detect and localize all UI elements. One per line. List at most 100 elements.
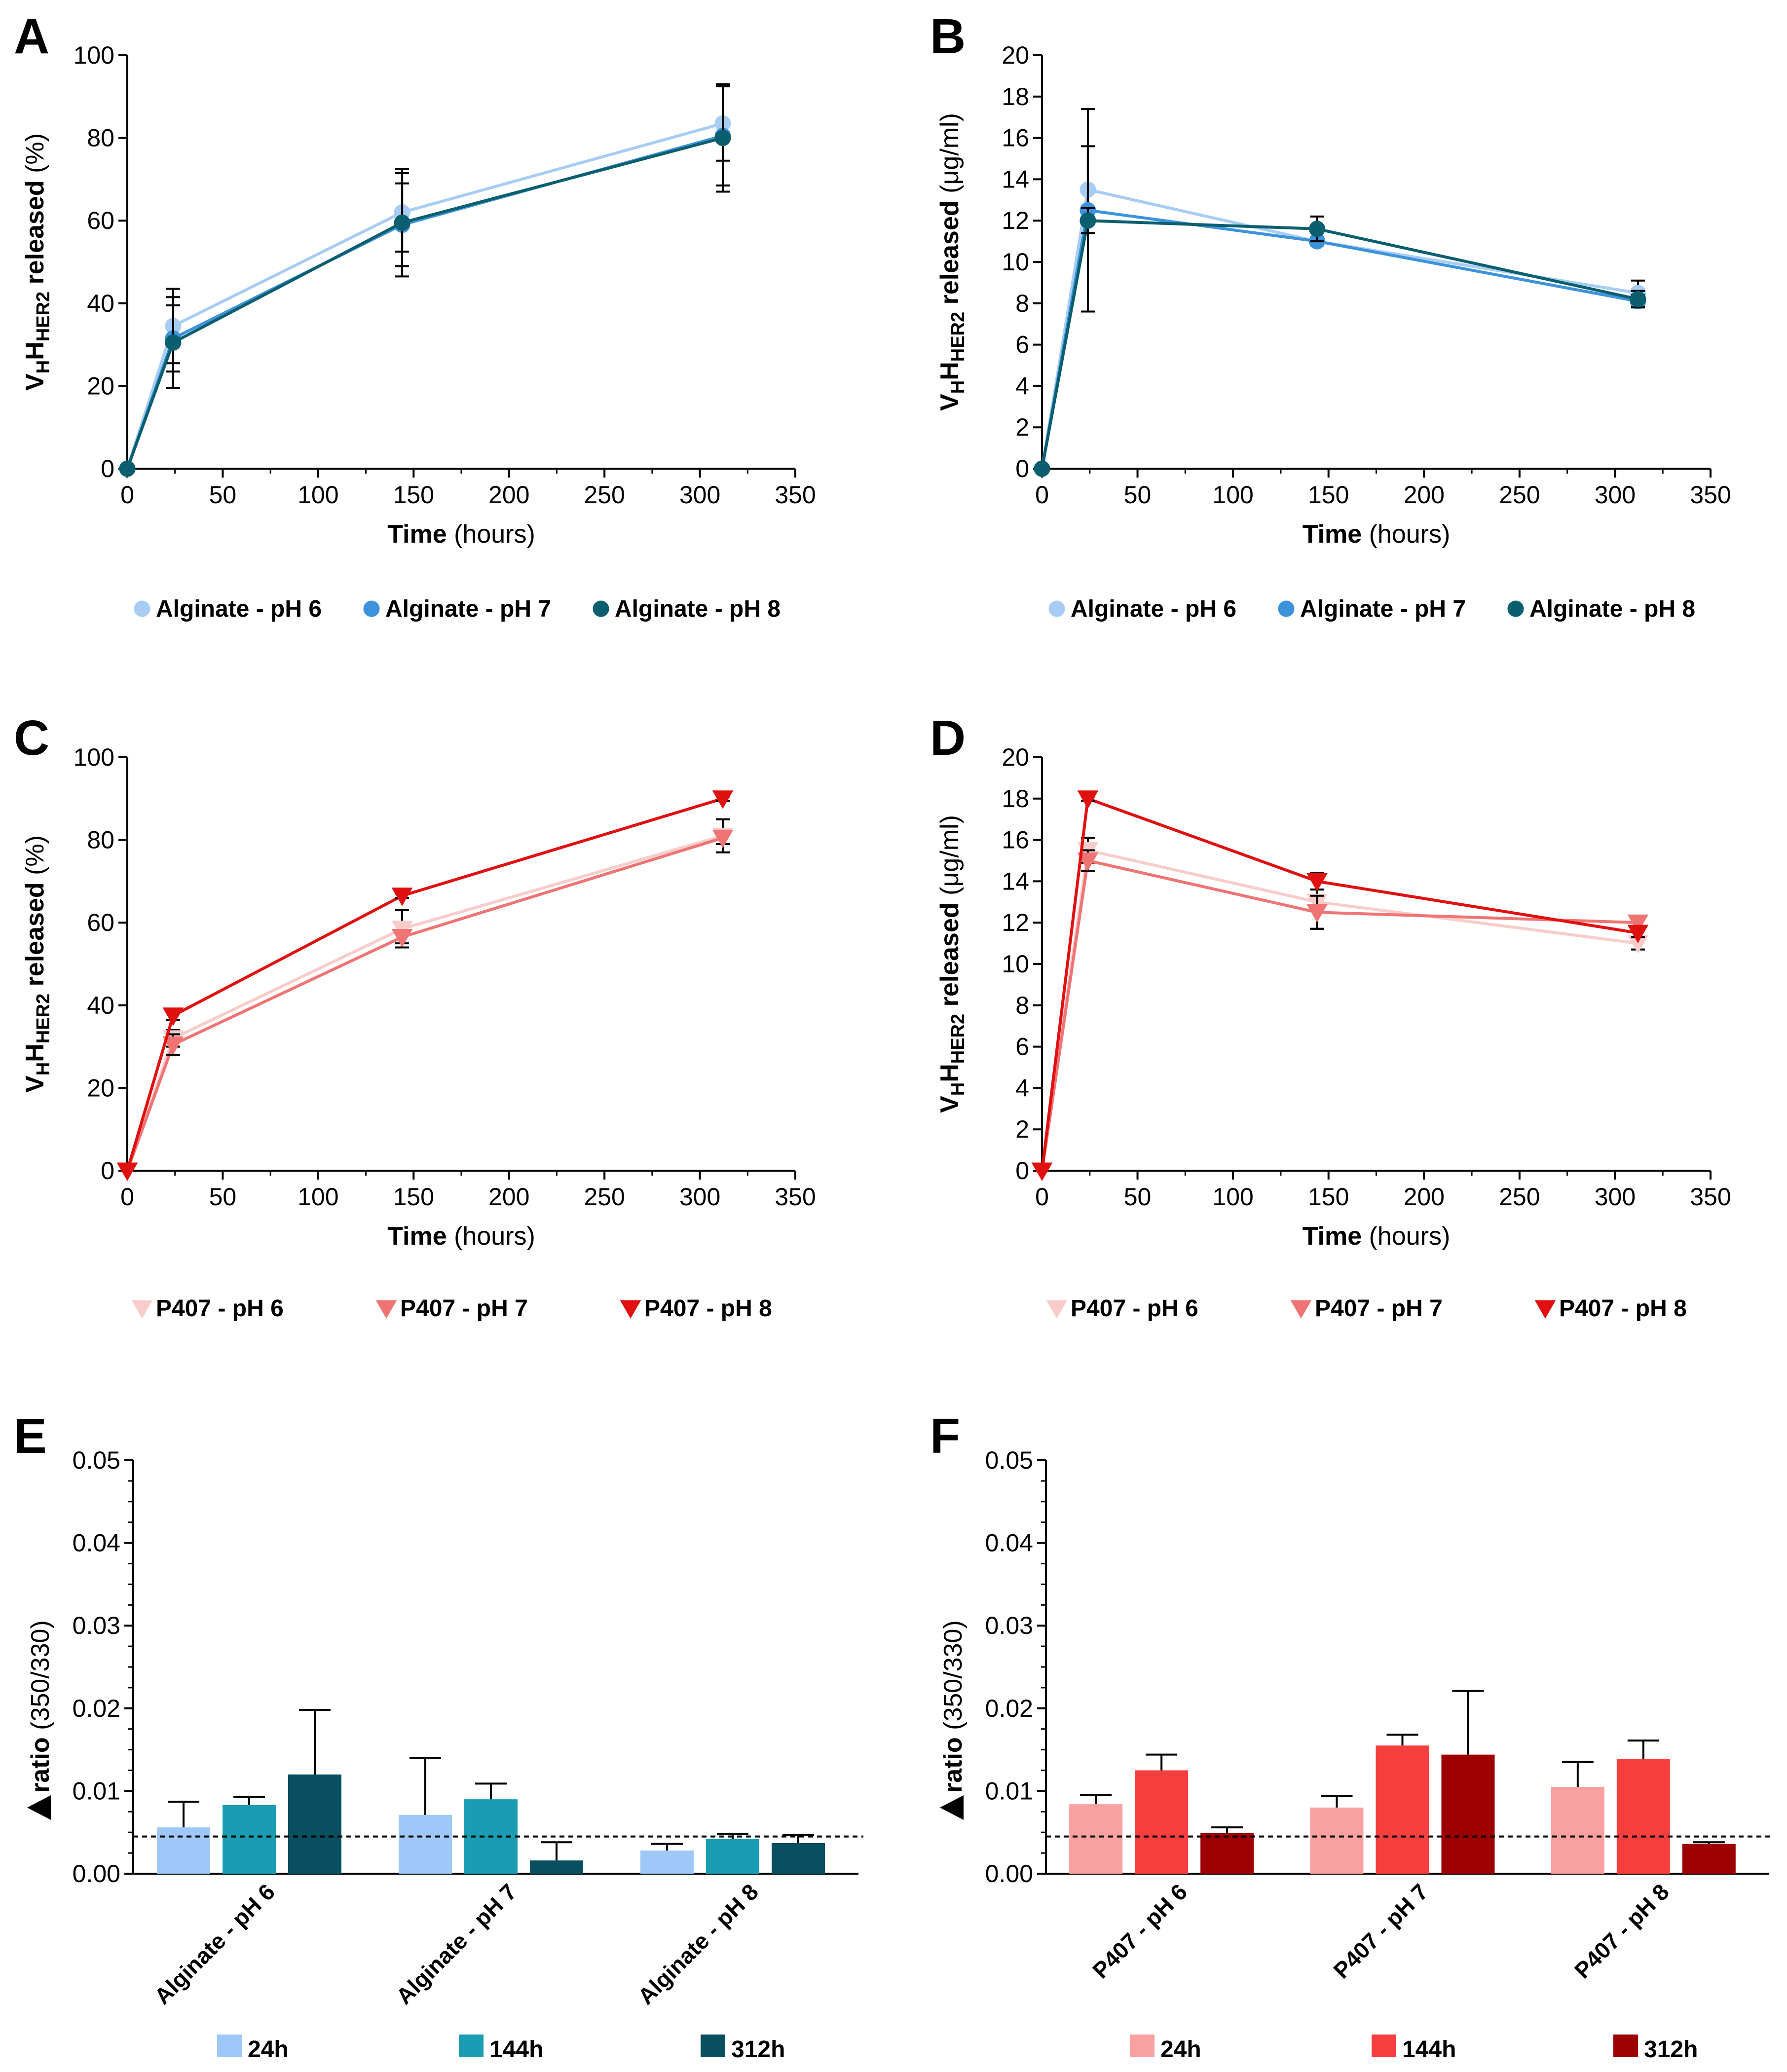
- category-label: Alginate - pH 7: [391, 1879, 521, 2009]
- series-alginate---ph-6: [119, 85, 731, 477]
- bar: [1551, 1787, 1604, 1874]
- series-line: [1041, 187, 1638, 469]
- y-tick-label: 12: [1002, 909, 1029, 936]
- y-tick-label: 4: [1015, 372, 1029, 400]
- y-tick-label: 0: [1015, 455, 1029, 482]
- series-p407---ph-8: [116, 790, 734, 1181]
- legend-marker: [1048, 600, 1065, 617]
- panel-letter: B: [930, 9, 966, 64]
- x-tick-label: 0: [120, 481, 134, 509]
- y-axis-title-bold: ratio: [939, 1737, 968, 1793]
- legend-label: 312h: [1644, 2036, 1698, 2063]
- bar: [1069, 1804, 1123, 1874]
- legend-label: Alginate - pH 7: [1300, 596, 1466, 622]
- y-tick-label: 100: [74, 743, 114, 771]
- y-axis-title: VHHHER2 released (%): [21, 835, 54, 1093]
- bar: [223, 1805, 276, 1874]
- y-axis-title-part-3: HER2: [948, 312, 968, 362]
- y-tick-label: 14: [1002, 165, 1029, 193]
- bar: [530, 1860, 583, 1874]
- x-axis-title-rest: (hours): [1362, 1222, 1450, 1251]
- category-label: P407 - pH 7: [1328, 1879, 1433, 1983]
- x-tick-label: 0: [1035, 1183, 1049, 1211]
- category-label: P407 - pH 6: [1087, 1879, 1192, 1983]
- panel-C: C 0 20 40 60 80 100 0 50 100 150 200 250 300 350 Time (…: [14, 710, 816, 1322]
- series-p407---ph-6: [116, 818, 734, 1181]
- legend-marker: [593, 600, 609, 617]
- series-p407---ph-6: [1031, 837, 1649, 1181]
- x-axis-title-rest: (hours): [447, 1222, 535, 1251]
- x-tick-label: 50: [209, 1183, 237, 1211]
- bar: [157, 1827, 210, 1874]
- data-point: [391, 929, 413, 948]
- x-tick-label: 200: [1404, 1183, 1445, 1211]
- legend-marker: [1534, 1300, 1556, 1319]
- y-tick-label: 0.02: [73, 1695, 120, 1722]
- legend-label: Alginate - pH 7: [385, 596, 551, 622]
- series-line: [126, 797, 723, 1171]
- y-axis-title-part-0: V: [21, 373, 49, 391]
- data-point: [1080, 212, 1096, 229]
- legend-marker: [1290, 1300, 1312, 1319]
- y-axis-title-part-3: HER2: [33, 994, 54, 1043]
- y-tick-label: 16: [1002, 826, 1029, 854]
- series-line: [1041, 208, 1638, 469]
- legend-label: 144h: [1402, 2036, 1456, 2063]
- y-axis-title-rest: (350/330): [26, 1620, 55, 1737]
- x-tick-label: 150: [393, 1183, 434, 1211]
- y-tick-label: 10: [1002, 950, 1029, 978]
- x-tick-label: 200: [488, 481, 529, 509]
- bar: [1310, 1807, 1364, 1874]
- y-axis-title: VHHHER2 released (μg/ml): [935, 815, 968, 1113]
- data-point: [391, 888, 413, 906]
- y-tick-label: 0.03: [73, 1612, 120, 1639]
- x-tick-label: 100: [298, 1183, 338, 1211]
- legend: 24h 144h 312h: [1130, 2035, 1698, 2063]
- x-tick-label: 250: [584, 1183, 625, 1211]
- y-tick-label: 6: [1015, 331, 1029, 359]
- bar: [399, 1815, 452, 1874]
- x-axis-title: Time (hours): [387, 520, 535, 549]
- y-tick-label: 0.01: [73, 1777, 120, 1805]
- legend-label: P407 - pH 8: [644, 1295, 772, 1322]
- data-point: [1034, 460, 1050, 477]
- series-line: [126, 136, 723, 470]
- y-tick-label: 2: [1015, 1115, 1029, 1143]
- y-axis-title-part-2: H: [21, 341, 49, 360]
- y-axis-title: VHHHER2 released (%): [21, 133, 54, 391]
- y-tick-label: 60: [87, 909, 114, 936]
- series-p407---ph-8: [1031, 790, 1649, 1181]
- x-axis-title-bold: Time: [387, 1222, 447, 1251]
- legend-marker: [363, 600, 380, 617]
- y-tick-label: 0.02: [985, 1695, 1033, 1722]
- category-label: P407 - pH 8: [1569, 1879, 1674, 1983]
- y-tick-label: 0.03: [985, 1612, 1033, 1639]
- x-tick-label: 350: [775, 481, 816, 509]
- y-tick-label: 0.00: [73, 1860, 120, 1887]
- data-point: [162, 1036, 184, 1055]
- y-tick-label: 18: [1002, 83, 1029, 111]
- panel-letter: A: [14, 9, 49, 64]
- y-tick-label: 20: [87, 1074, 114, 1102]
- y-axis-title-part-0: V: [935, 394, 964, 411]
- x-tick-label: 250: [1499, 481, 1540, 509]
- y-tick-label: 20: [87, 372, 114, 400]
- y-tick-label: 2: [1015, 413, 1029, 441]
- y-axis-title-part-5: (μg/ml): [935, 113, 964, 193]
- y-tick-label: 0.05: [73, 1446, 120, 1474]
- bar: [706, 1839, 759, 1874]
- series-alginate---ph-6: [1034, 145, 1646, 477]
- data-point: [162, 1007, 184, 1026]
- series-line: [1041, 219, 1638, 469]
- y-tick-label: 20: [1002, 743, 1029, 771]
- data-point: [1308, 221, 1325, 237]
- bar: [640, 1850, 694, 1874]
- legend: Alginate - pH 6 Alginate - pH 7 Alginate -…: [1048, 596, 1695, 622]
- bar: [1682, 1844, 1736, 1874]
- y-tick-label: 0.04: [985, 1529, 1033, 1557]
- data-point: [714, 130, 731, 147]
- x-tick-label: 50: [1124, 481, 1152, 509]
- data-point: [712, 829, 734, 849]
- y-axis-title-group: ratio (350/330): [939, 1620, 968, 1820]
- legend-marker: [131, 1300, 153, 1319]
